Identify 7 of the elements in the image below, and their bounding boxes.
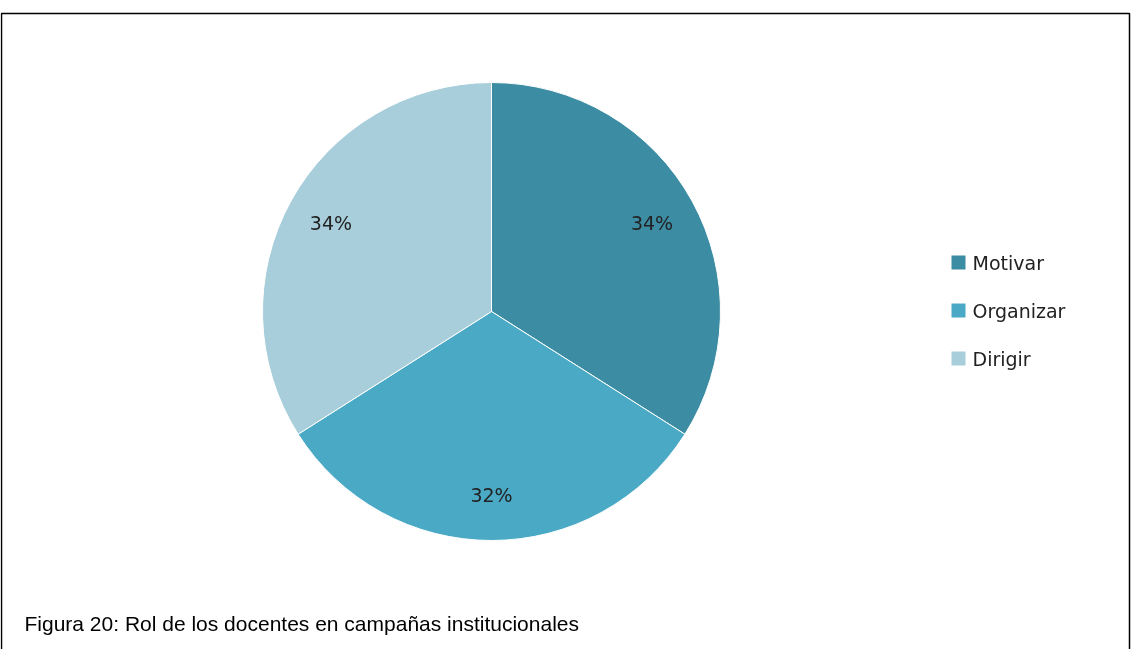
- data-label: 32%: [470, 483, 513, 506]
- legend-label: Dirigir: [972, 347, 1031, 370]
- data-label: 34%: [309, 212, 353, 235]
- legend-label: Motivar: [972, 251, 1045, 274]
- legend-label: Organizar: [972, 299, 1066, 322]
- data-label: 34%: [630, 212, 674, 235]
- text: Figura 20: Rol de los docentes en campañas institucionales: [24, 612, 579, 635]
